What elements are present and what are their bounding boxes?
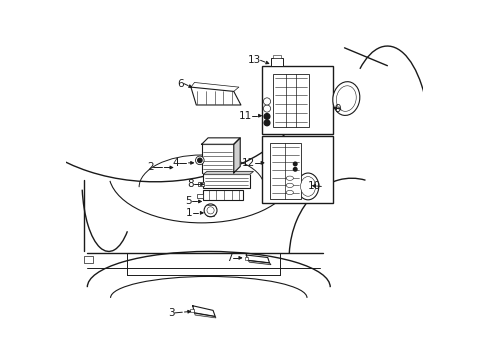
Text: 11: 11 — [238, 111, 251, 121]
Ellipse shape — [300, 177, 315, 196]
Text: 12: 12 — [242, 158, 255, 168]
Polygon shape — [201, 138, 240, 144]
Polygon shape — [246, 255, 269, 263]
Text: 8: 8 — [187, 179, 193, 189]
Bar — [190, 309, 193, 312]
Bar — [270, 143, 300, 199]
Bar — [244, 257, 247, 260]
Bar — [197, 194, 203, 198]
Circle shape — [197, 158, 202, 162]
Ellipse shape — [336, 86, 356, 111]
Polygon shape — [192, 306, 215, 316]
Bar — [272, 55, 281, 58]
Ellipse shape — [332, 82, 359, 116]
Text: 7: 7 — [226, 253, 233, 263]
Circle shape — [263, 98, 270, 105]
Bar — [203, 190, 242, 200]
Text: 4: 4 — [172, 158, 179, 168]
Circle shape — [206, 207, 214, 214]
Polygon shape — [203, 171, 253, 174]
Bar — [201, 144, 233, 173]
Ellipse shape — [285, 176, 293, 180]
Circle shape — [293, 167, 296, 171]
Polygon shape — [190, 87, 241, 105]
Bar — [271, 58, 282, 66]
Circle shape — [263, 105, 270, 112]
Text: 6: 6 — [177, 78, 183, 89]
Text: 1: 1 — [186, 208, 192, 218]
Bar — [83, 256, 93, 263]
Ellipse shape — [285, 190, 293, 195]
Polygon shape — [233, 138, 240, 173]
Circle shape — [264, 113, 269, 119]
Text: 2: 2 — [146, 162, 153, 172]
Polygon shape — [194, 313, 216, 318]
Text: 9: 9 — [334, 104, 340, 114]
Text: 5: 5 — [185, 197, 192, 206]
Ellipse shape — [297, 173, 318, 200]
Circle shape — [203, 204, 217, 217]
Bar — [272, 74, 308, 127]
Text: 10: 10 — [307, 181, 321, 192]
Polygon shape — [247, 260, 270, 265]
Bar — [261, 136, 332, 203]
Bar — [261, 66, 332, 134]
Bar — [198, 182, 204, 186]
Text: 3: 3 — [168, 308, 175, 318]
Circle shape — [195, 156, 203, 165]
Bar — [203, 174, 249, 188]
Circle shape — [264, 120, 269, 126]
Circle shape — [293, 162, 296, 166]
Ellipse shape — [285, 183, 293, 188]
Text: 13: 13 — [247, 55, 260, 65]
